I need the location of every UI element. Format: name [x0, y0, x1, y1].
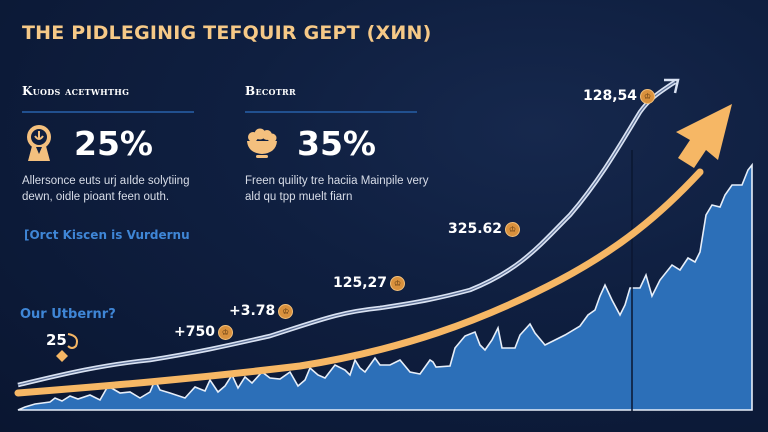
question-label: Our Utbernr?	[20, 307, 116, 322]
metric-row: 35%	[245, 123, 440, 163]
area-series	[17, 162, 753, 411]
stat-card-2: Becotrr 35% Freen quility tre haciia Mai…	[245, 84, 440, 205]
stat-card-description: Allersonce euts urj aılde solytiing dewn…	[22, 173, 217, 205]
description-line: dewn, oidle pioant feen outh.	[22, 191, 170, 203]
metric-value: 25%	[74, 123, 153, 163]
coin-icon: ♔	[390, 275, 406, 291]
divider	[22, 111, 194, 113]
orange-growth-arrow	[14, 168, 704, 397]
divider	[245, 111, 417, 113]
chart-subtitle: [Orct Kiscen is Vurdernu	[24, 228, 190, 242]
stat-card-1: Kuods acetwhthg 25% Allersonce euts urj …	[22, 84, 217, 205]
stat-card-description: Freen quility tre haciia Mainpile very a…	[245, 173, 440, 205]
question-value: 25	[46, 331, 67, 349]
data-label: 125,27 ♔	[333, 275, 406, 291]
description-line: ald qu tpp muelt fiarn	[245, 191, 353, 203]
diamond-icon	[56, 350, 68, 362]
coin-icon: ♔	[505, 221, 521, 237]
data-label: +750 ♔	[174, 324, 233, 340]
bowl-of-coins-icon	[245, 123, 279, 163]
page-title: THE PIDLEGINIG TEFQUIR GEPT (XИN)	[22, 22, 432, 44]
stat-card-heading: Kuods acetwhthg	[22, 84, 130, 98]
orange-arrow-head	[676, 104, 732, 168]
arrow-head-white	[664, 78, 680, 94]
data-label: 325.62 ♔	[448, 221, 521, 237]
coin-icon: ♔	[640, 88, 656, 104]
key-hole-person-icon	[22, 123, 56, 163]
curved-arrow-icon	[67, 333, 78, 349]
stat-card-heading: Becotrr	[245, 84, 296, 98]
description-line: Allersonce euts urj aılde solytiing	[22, 175, 190, 187]
description-line: Freen quility tre haciia Mainpile very	[245, 175, 429, 187]
coin-icon: ♔	[278, 303, 294, 319]
coin-icon: ♔	[217, 324, 233, 340]
metric-row: 25%	[22, 123, 217, 163]
data-label: 128,54 ♔	[583, 88, 656, 104]
data-label: +3.78 ♔	[229, 303, 294, 319]
metric-value: 35%	[297, 123, 376, 163]
